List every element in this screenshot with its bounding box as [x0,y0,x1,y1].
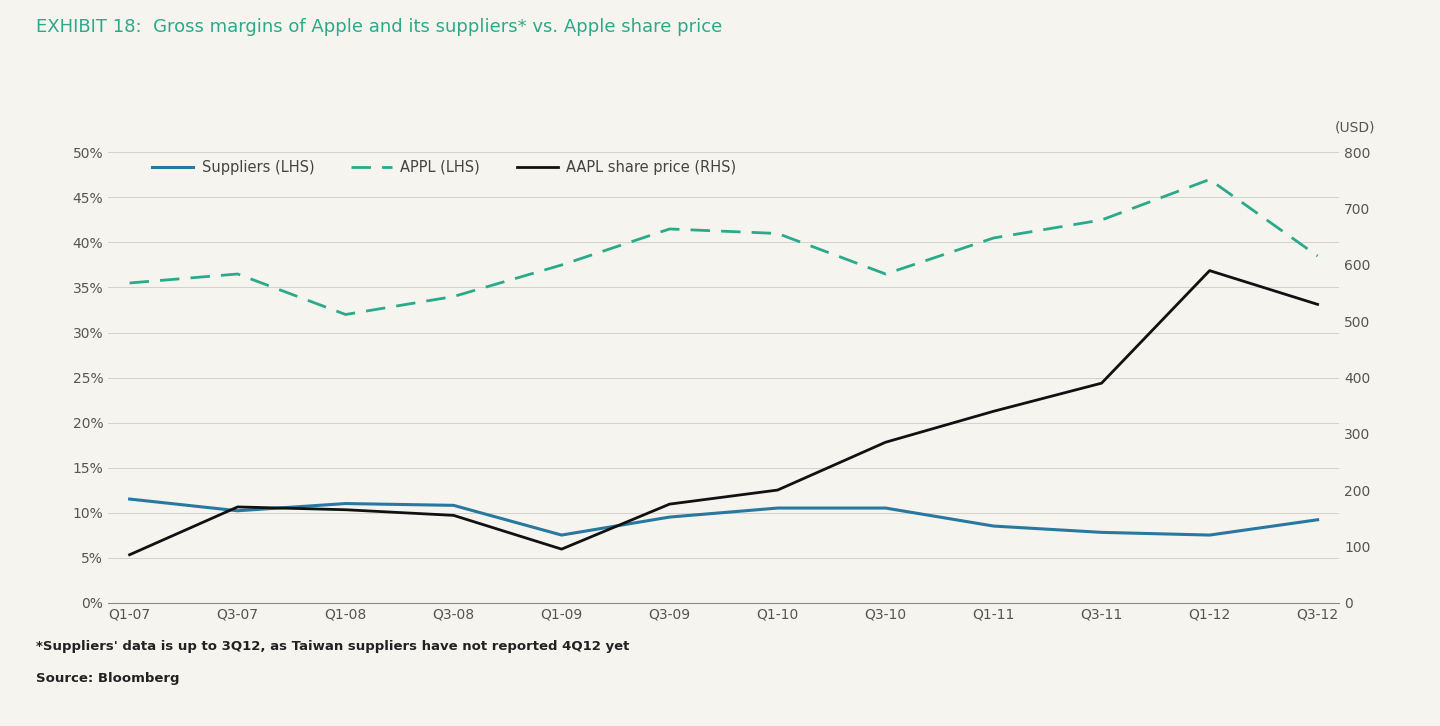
Legend: Suppliers (LHS), APPL (LHS), AAPL share price (RHS): Suppliers (LHS), APPL (LHS), AAPL share … [153,160,736,175]
Text: Source: Bloomberg: Source: Bloomberg [36,672,180,685]
Text: *Suppliers' data is up to 3Q12, as Taiwan suppliers have not reported 4Q12 yet: *Suppliers' data is up to 3Q12, as Taiwa… [36,640,629,653]
Text: (USD): (USD) [1335,121,1375,134]
Text: EXHIBIT 18:  Gross margins of Apple and its suppliers* vs. Apple share price: EXHIBIT 18: Gross margins of Apple and i… [36,18,723,36]
